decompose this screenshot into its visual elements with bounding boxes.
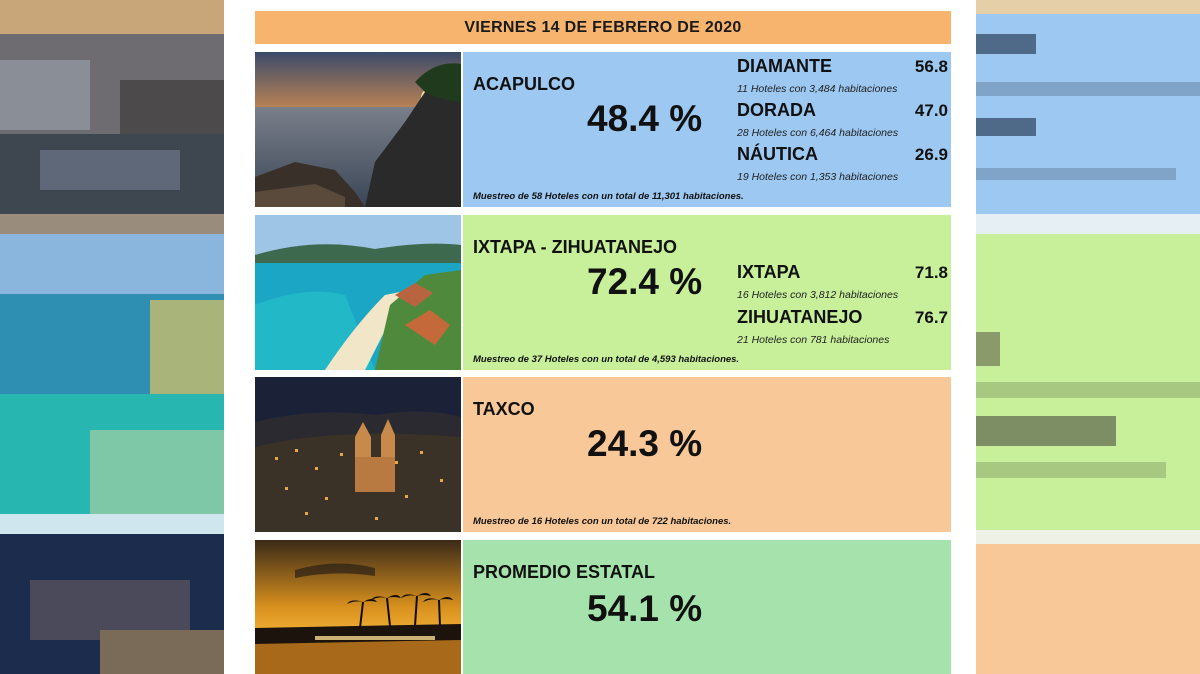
region-occupancy-percent: 54.1 % — [587, 588, 703, 629]
zone-value-diamante: 56.8 — [914, 57, 948, 76]
zone-value-nautica: 26.9 — [914, 145, 948, 164]
ixtapa-bay-photo — [255, 215, 461, 370]
report-date-header: VIERNES 14 DE FEBRERO DE 2020 — [255, 11, 951, 44]
acapulco-sunset-photo — [255, 52, 461, 207]
sample-note: Muestreo de 16 Hoteles con un total de 7… — [473, 516, 732, 527]
region-name: ACAPULCO — [473, 74, 575, 94]
region-row-promedio-estatal: PROMEDIO ESTATAL 54.1 % — [255, 540, 951, 674]
region-row-acapulco: ACAPULCO 48.4 % DIAMANTE 56.8 11 Hoteles… — [255, 52, 951, 207]
zone-note-nautica: 19 Hoteles con 1,353 habitaciones — [737, 171, 899, 183]
region-name: TAXCO — [473, 399, 535, 419]
acapulco-panel: ACAPULCO 48.4 % DIAMANTE 56.8 11 Hoteles… — [463, 52, 951, 207]
zone-name-dorada: DORADA — [737, 100, 816, 120]
region-name: PROMEDIO ESTATAL — [473, 562, 655, 582]
zone-value-ixtapa: 71.8 — [914, 263, 948, 282]
zone-value-dorada: 47.0 — [914, 101, 948, 120]
region-name: IXTAPA - ZIHUATANEJO — [473, 237, 677, 257]
zone-name-nautica: NÁUTICA — [737, 144, 818, 164]
taxco-panel: TAXCO 24.3 % Muestreo de 16 Hoteles con … — [463, 377, 951, 532]
zone-name-ixtapa: IXTAPA — [737, 262, 801, 282]
palm-sunset-photo — [255, 540, 461, 674]
promedio-estatal-panel: PROMEDIO ESTATAL 54.1 % — [463, 540, 951, 674]
zone-name-diamante: DIAMANTE — [737, 56, 832, 76]
region-occupancy-percent: 48.4 % — [587, 98, 703, 139]
region-row-taxco: TAXCO 24.3 % Muestreo de 16 Hoteles con … — [255, 377, 951, 532]
occupancy-report-card: VIERNES 14 DE FEBRERO DE 2020 — [226, 0, 974, 674]
zone-note-ixtapa: 16 Hoteles con 3,812 habitaciones — [737, 289, 899, 301]
zone-value-zihuatanejo: 76.7 — [914, 308, 948, 327]
left-blurred-background — [0, 0, 224, 674]
taxco-night-photo — [255, 377, 461, 532]
sample-note: Muestreo de 37 Hoteles con un total de 4… — [473, 354, 740, 365]
region-occupancy-percent: 72.4 % — [587, 261, 703, 302]
ixtapa-zihuatanejo-panel: IXTAPA - ZIHUATANEJO 72.4 % IXTAPA 71.8 … — [463, 215, 951, 370]
region-occupancy-percent: 24.3 % — [587, 423, 703, 464]
zone-note-zihuatanejo: 21 Hoteles con 781 habitaciones — [737, 334, 890, 346]
sample-note: Muestreo de 58 Hoteles con un total de 1… — [473, 191, 744, 202]
zone-note-dorada: 28 Hoteles con 6,464 habitaciones — [737, 127, 899, 139]
zone-note-diamante: 11 Hoteles con 3,484 habitaciones — [737, 83, 898, 95]
region-row-ixtapa-zihuatanejo: IXTAPA - ZIHUATANEJO 72.4 % IXTAPA 71.8 … — [255, 215, 951, 370]
right-blurred-background — [976, 0, 1200, 674]
zone-name-zihuatanejo: ZIHUATANEJO — [737, 307, 863, 327]
